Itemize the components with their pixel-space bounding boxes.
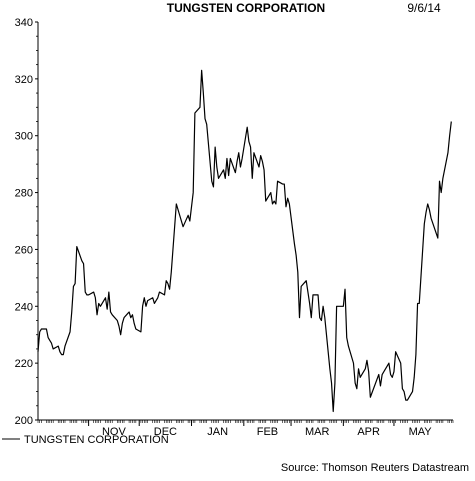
y-tick-label: 320 (15, 74, 33, 86)
y-tick-label: 300 (15, 131, 33, 143)
x-tick-label: JAN (207, 426, 228, 438)
y-tick-label: 220 (15, 358, 33, 370)
y-tick-label: 240 (15, 301, 33, 313)
x-tick-label: DEC (154, 426, 177, 438)
axes: 200 220 240 260 280 300 320 340 NOV DEC JAN FEB MAR A… (15, 17, 454, 438)
y-tick-label: 340 (15, 17, 33, 29)
x-tick-label: MAY (409, 426, 433, 438)
x-tick-label: NOV (102, 426, 127, 438)
y-tick-label: 280 (15, 188, 33, 200)
legend: TUNGSTEN CORPORATION (2, 434, 169, 446)
x-tick-label: FEB (257, 426, 278, 438)
series-layer (37, 69, 452, 413)
legend-label: TUNGSTEN CORPORATION (24, 434, 169, 446)
chart-date: 9/6/14 (407, 1, 441, 15)
x-tick-label: MAR (305, 426, 330, 438)
y-tick-label: 260 (15, 244, 33, 256)
x-tick-label: APR (357, 426, 380, 438)
source-note: Source: Thomson Reuters Datastream (281, 462, 469, 474)
chart-title: TUNGSTEN CORPORATION (167, 1, 325, 15)
y-tick-label: 200 (15, 415, 33, 427)
series-line (37, 69, 452, 413)
